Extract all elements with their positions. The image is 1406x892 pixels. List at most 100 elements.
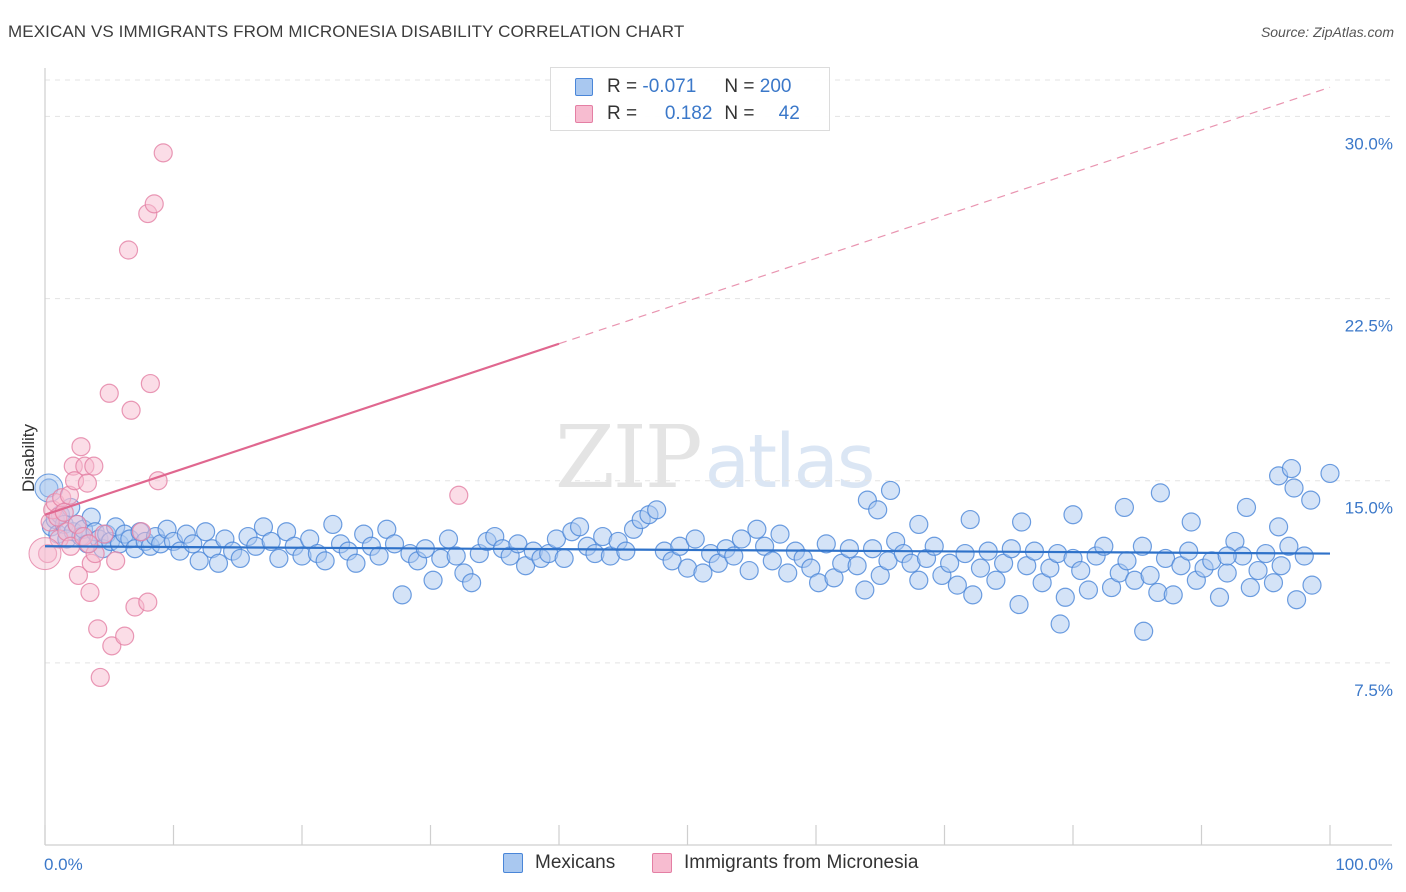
point-micronesia: [68, 565, 89, 586]
point-mexicans: [880, 480, 901, 501]
point-mexicans: [947, 575, 967, 595]
point-mexicans: [1294, 546, 1314, 566]
point-mexicans: [369, 546, 389, 566]
x-tick-label-min: 0.0%: [44, 855, 83, 874]
point-mexicans: [909, 570, 929, 590]
point-mexicans: [1301, 490, 1321, 510]
point-mexicans: [230, 548, 250, 569]
point-mexicans: [1209, 587, 1230, 607]
point-mexicans: [1009, 594, 1029, 615]
legend-swatch-micronesia: [652, 853, 672, 873]
point-mexicans: [1271, 556, 1291, 576]
point-mexicans: [1011, 512, 1032, 532]
legend-r-label: R =: [607, 76, 638, 97]
point-mexicans: [940, 553, 960, 573]
watermark-atlas: atlas: [704, 419, 876, 505]
point-mexicans: [1132, 536, 1152, 556]
point-mexicans: [1050, 614, 1070, 634]
point-mexicans: [868, 500, 888, 520]
point-mexicans: [747, 519, 767, 539]
point-mexicans: [1217, 546, 1237, 566]
point-mexicans: [1134, 621, 1154, 641]
legend-r-value-micronesia: 0.182: [664, 103, 713, 124]
point-mexicans: [685, 529, 705, 549]
point-mexicans: [960, 509, 980, 530]
point-mexicans: [816, 534, 836, 554]
point-mexicans: [1179, 541, 1199, 561]
y-tick-label: 30.0%: [1345, 134, 1393, 153]
point-micronesia-large: [28, 537, 62, 571]
point-micronesia: [79, 534, 99, 554]
point-mexicans: [446, 546, 466, 566]
point-mexicans: [462, 573, 482, 593]
legend-label-micronesia: Immigrants from Micronesia: [684, 852, 919, 873]
point-mexicans: [693, 563, 713, 583]
legend-row-micronesia: R = 0.182 N = 42: [575, 101, 800, 127]
point-mexicans: [955, 543, 975, 564]
point-micronesia: [94, 524, 114, 544]
point-mexicans: [1217, 563, 1237, 583]
point-mexicans: [1163, 585, 1183, 605]
point-mexicans: [1071, 560, 1091, 581]
point-mexicans: [1320, 463, 1340, 484]
point-mexicans: [1263, 573, 1284, 593]
point-mexicans: [183, 534, 203, 554]
point-mexicans: [392, 585, 412, 605]
point-mexicans: [1063, 505, 1083, 525]
point-mexicans: [924, 536, 944, 556]
point-mexicans: [196, 522, 216, 542]
point-mexicans: [1094, 536, 1114, 556]
point-mexicans: [1055, 587, 1075, 607]
trend-line-micronesia-projection: [558, 86, 1331, 345]
point-micronesia: [140, 373, 160, 394]
watermark-zip: ZIP: [555, 408, 703, 508]
point-micronesia: [88, 619, 108, 639]
legend-item-micronesia[interactable]: Immigrants from Micronesia: [652, 852, 918, 874]
point-mexicans: [1240, 577, 1260, 598]
point-mexicans: [1155, 548, 1176, 569]
legend-swatch-mexicans: [503, 853, 523, 873]
point-mexicans: [724, 546, 744, 566]
point-mexicans: [855, 580, 875, 600]
correlation-legend: R = -0.071 N = 200 R = 0.182 N = 42: [550, 67, 830, 131]
legend-r-value-mexicans: -0.071: [642, 76, 697, 97]
series-legend: Mexicans Immigrants from Micronesia: [0, 852, 1406, 878]
series-mexicans-points: [34, 458, 1340, 641]
point-mexicans: [986, 570, 1006, 590]
legend-row-mexicans: R = -0.071 N = 200: [575, 74, 791, 100]
point-mexicans: [1150, 483, 1170, 503]
point-micronesia: [37, 543, 58, 564]
point-mexicans: [261, 531, 281, 552]
point-micronesia: [131, 522, 151, 542]
point-mexicans: [762, 551, 782, 571]
point-micronesia: [77, 473, 98, 493]
legend-item-mexicans[interactable]: Mexicans: [503, 852, 615, 874]
point-mexicans: [839, 539, 860, 559]
point-mexicans: [189, 551, 209, 571]
point-mexicans: [1286, 590, 1307, 610]
point-micronesia: [449, 485, 469, 505]
point-micronesia: [99, 383, 119, 403]
point-mexicans: [909, 514, 929, 535]
point-mexicans: [315, 551, 335, 571]
legend-swatch-mexicans: [575, 78, 593, 96]
point-mexicans: [1078, 580, 1099, 600]
point-mexicans: [269, 548, 289, 569]
point-mexicans: [862, 539, 883, 559]
point-micronesia: [84, 456, 104, 476]
axis-layer: [44, 68, 1392, 846]
point-mexicans: [616, 541, 636, 561]
point-mexicans: [1236, 497, 1257, 518]
legend-n-value-micronesia: 42: [778, 103, 800, 124]
point-mexicans: [1248, 560, 1268, 581]
point-micronesia: [102, 636, 122, 656]
point-mexicans: [438, 529, 459, 549]
point-mexicans: [346, 553, 366, 573]
x-tick-label-max: 100.0%: [1335, 855, 1393, 874]
point-micronesia: [115, 626, 135, 646]
watermark: ZIPatlas: [555, 408, 876, 508]
point-mexicans: [731, 529, 752, 549]
legend-r-label: R =: [607, 103, 638, 124]
point-mexicans: [1114, 497, 1135, 518]
